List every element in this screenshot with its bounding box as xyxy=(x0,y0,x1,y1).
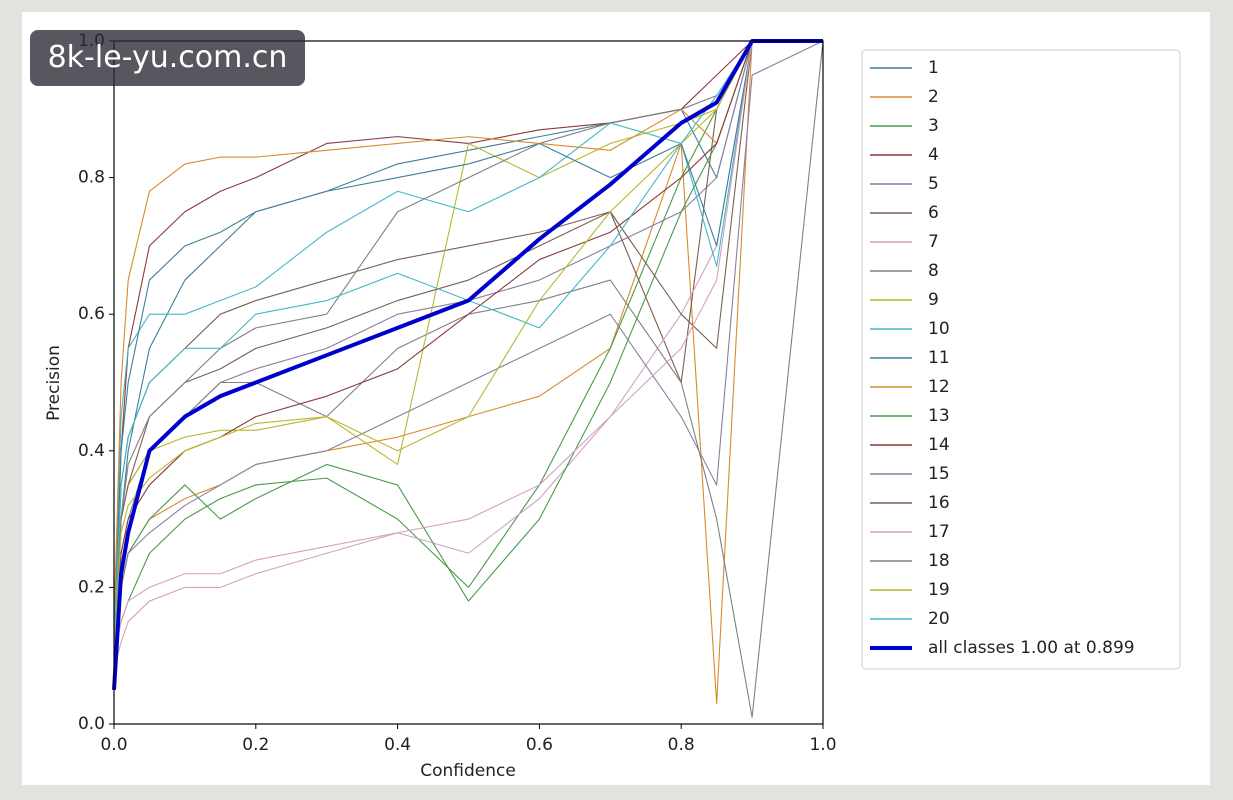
x-tick-label: 0.0 xyxy=(100,735,127,755)
legend-label: 2 xyxy=(928,87,939,107)
legend-label: 13 xyxy=(928,406,950,426)
x-tick-label: 0.2 xyxy=(242,735,269,755)
legend-label: 9 xyxy=(928,290,939,310)
y-tick-label: 0.4 xyxy=(78,441,105,461)
legend-label: 7 xyxy=(928,232,939,252)
x-tick-label: 0.8 xyxy=(668,735,695,755)
legend-box xyxy=(861,49,1181,670)
series-line xyxy=(113,40,823,656)
legend-label: 18 xyxy=(928,551,950,571)
legend-label: 10 xyxy=(928,319,950,339)
series-line xyxy=(113,40,823,656)
x-tick-label: 1.0 xyxy=(809,735,836,755)
legend-label: 16 xyxy=(928,493,950,513)
legend-label: 12 xyxy=(928,377,950,397)
series-line xyxy=(112,39,823,690)
axes-frame xyxy=(113,40,824,725)
series-line xyxy=(113,40,823,622)
legend-label: 17 xyxy=(928,522,950,542)
plot xyxy=(112,39,824,718)
y-tick-label: 0.8 xyxy=(78,168,105,188)
series-line xyxy=(113,40,823,643)
series-line xyxy=(113,40,823,656)
watermark: 8k-le-yu.com.cn xyxy=(30,30,305,86)
y-tick-label: 0.6 xyxy=(78,304,105,324)
series-line xyxy=(113,40,823,656)
legend-label: 11 xyxy=(928,348,950,368)
legend-label: 6 xyxy=(928,203,939,223)
legend-label: 15 xyxy=(928,464,950,484)
series-line xyxy=(113,40,823,670)
legend-label: 4 xyxy=(928,145,939,165)
series-line xyxy=(113,40,823,656)
y-tick-label: 0.2 xyxy=(78,577,105,597)
legend-label: all classes 1.00 at 0.899 xyxy=(928,638,1135,658)
legend-label: 8 xyxy=(928,261,939,281)
legend-label: 5 xyxy=(928,174,939,194)
legend-label: 20 xyxy=(928,609,950,629)
series-line xyxy=(113,40,823,643)
series-line xyxy=(113,40,823,643)
y-tick-label: 0.0 xyxy=(78,714,105,734)
x-tick-label: 0.6 xyxy=(526,735,553,755)
x-axis-label: Confidence xyxy=(420,761,516,781)
legend-label: 19 xyxy=(928,580,950,600)
legend-label: 1 xyxy=(928,58,939,78)
series-line xyxy=(113,40,823,656)
legend-label: 3 xyxy=(928,116,939,136)
y-axis-label: Precision xyxy=(44,345,64,421)
x-tick-label: 0.4 xyxy=(384,735,411,755)
legend-label: 14 xyxy=(928,435,950,455)
